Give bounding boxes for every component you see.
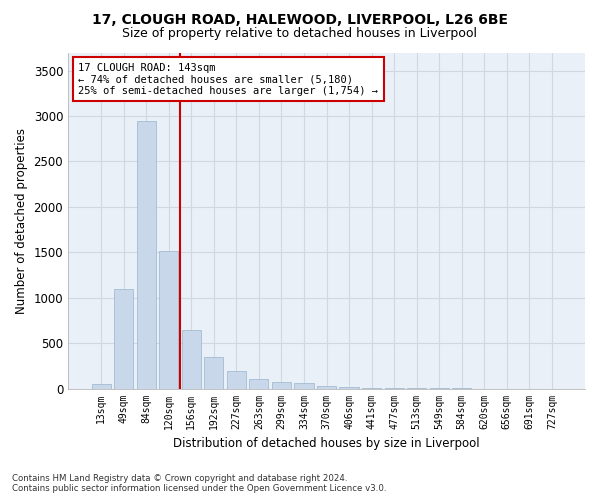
Bar xyxy=(159,250,178,388)
Bar xyxy=(272,382,291,388)
Bar xyxy=(114,288,133,388)
Bar xyxy=(340,387,359,388)
Bar xyxy=(182,330,201,388)
Bar xyxy=(137,120,156,388)
Bar xyxy=(227,372,246,388)
Text: 17 CLOUGH ROAD: 143sqm
← 74% of detached houses are smaller (5,180)
25% of semi-: 17 CLOUGH ROAD: 143sqm ← 74% of detached… xyxy=(79,62,379,96)
X-axis label: Distribution of detached houses by size in Liverpool: Distribution of detached houses by size … xyxy=(173,437,480,450)
Bar xyxy=(92,384,110,388)
Text: Contains HM Land Registry data © Crown copyright and database right 2024.: Contains HM Land Registry data © Crown c… xyxy=(12,474,347,483)
Bar xyxy=(204,357,223,388)
Bar xyxy=(317,386,336,388)
Text: Size of property relative to detached houses in Liverpool: Size of property relative to detached ho… xyxy=(122,28,478,40)
Text: 17, CLOUGH ROAD, HALEWOOD, LIVERPOOL, L26 6BE: 17, CLOUGH ROAD, HALEWOOD, LIVERPOOL, L2… xyxy=(92,12,508,26)
Bar xyxy=(295,383,314,388)
Bar xyxy=(250,380,268,388)
Y-axis label: Number of detached properties: Number of detached properties xyxy=(15,128,28,314)
Text: Contains public sector information licensed under the Open Government Licence v3: Contains public sector information licen… xyxy=(12,484,386,493)
